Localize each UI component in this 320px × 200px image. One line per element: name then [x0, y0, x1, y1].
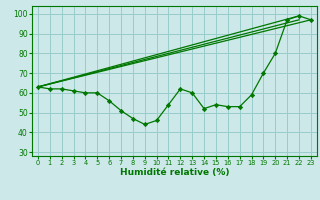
X-axis label: Humidité relative (%): Humidité relative (%): [120, 168, 229, 177]
